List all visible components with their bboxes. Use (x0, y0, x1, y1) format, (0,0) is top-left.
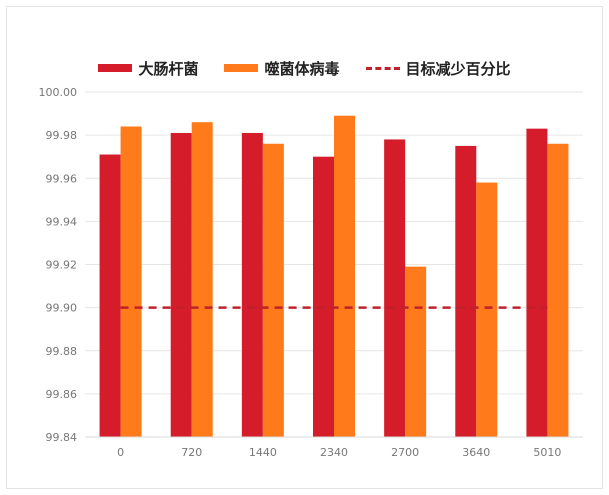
legend-item-phage: 噬菌体病毒 (224, 58, 340, 79)
y-tick-label: 99.98 (46, 129, 78, 142)
legend-label-ecoli: 大肠杆菌 (138, 59, 199, 78)
y-tick-label: 99.94 (46, 215, 78, 228)
legend-label-phage: 噬菌体病毒 (264, 59, 340, 78)
x-tick-label: 0 (117, 446, 124, 459)
x-tick-label: 2340 (320, 446, 348, 459)
x-tick-label: 3640 (462, 446, 490, 459)
bar-ecoli (384, 139, 406, 437)
bar-phage (476, 182, 498, 437)
y-tick-label: 99.84 (46, 431, 78, 444)
bar-ecoli (313, 156, 334, 437)
bar-ecoli (170, 132, 192, 437)
legend-swatch-target (365, 66, 400, 70)
x-tick-label: 720 (181, 446, 202, 459)
x-tick-label: 1440 (249, 446, 277, 459)
legend-swatch-phage (224, 64, 259, 72)
bar-ecoli (455, 145, 477, 437)
y-tick-label: 99.96 (46, 172, 78, 185)
bar-ecoli (526, 128, 548, 437)
bar-ecoli (241, 132, 263, 437)
legend: 大肠杆菌 噬菌体病毒 目标减少百分比 (0, 56, 609, 80)
bar-phage (191, 122, 213, 437)
y-tick-label: 100.00 (39, 86, 78, 99)
legend-item-target: 目标减少百分比 (365, 58, 511, 79)
x-tick-label: 2700 (391, 446, 419, 459)
bar-phage (262, 143, 284, 437)
bar-phage (334, 115, 355, 437)
bar-ecoli (99, 154, 121, 437)
y-tick-label: 99.92 (46, 259, 78, 272)
legend-label-target: 目标减少百分比 (405, 59, 511, 78)
legend-swatch-ecoli (98, 64, 133, 72)
y-tick-label: 99.86 (46, 388, 78, 401)
y-tick-label: 99.90 (46, 302, 78, 315)
bar-phage (547, 143, 569, 437)
bar-phage (120, 126, 142, 437)
legend-item-ecoli: 大肠杆菌 (98, 58, 198, 79)
x-tick-label: 5010 (533, 446, 561, 459)
bar-phage (405, 266, 427, 437)
y-tick-label: 99.88 (46, 345, 78, 358)
